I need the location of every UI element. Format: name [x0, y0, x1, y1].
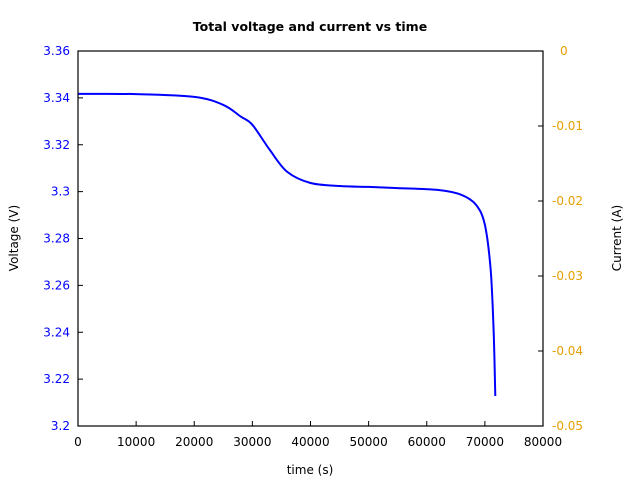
x-tick-label: 0: [74, 435, 82, 449]
x-axis-label: time (s): [287, 463, 334, 477]
axis-ticks: [77, 50, 544, 427]
x-tick-label: 10000: [117, 435, 155, 449]
x-tick-label: 70000: [466, 435, 504, 449]
y2-tick-label: -0.02: [552, 194, 583, 208]
x-tick-label: 50000: [350, 435, 388, 449]
y2-tick-label: -0.04: [552, 344, 583, 358]
y-tick-label: 3.3: [51, 185, 70, 199]
y-axis-label: Voltage (V): [7, 205, 21, 271]
voltage-series-line: [77, 92, 497, 397]
plot-frame: [77, 50, 544, 427]
y-tick-label: 3.24: [43, 325, 70, 339]
y-tick-label: 3.34: [43, 91, 70, 105]
y2-tick-label: -0.03: [552, 269, 583, 283]
x-tick-label: 60000: [408, 435, 446, 449]
x-tick-label: 20000: [175, 435, 213, 449]
y2-tick-label: -0.05: [552, 419, 583, 433]
y-tick-label: 3.32: [43, 138, 70, 152]
y-tick-label: 3.28: [43, 232, 70, 246]
y-tick-label: 3.2: [51, 419, 70, 433]
y-tick-label: 3.22: [43, 372, 70, 386]
x-tick-label: 80000: [524, 435, 562, 449]
y2-tick-label: -0.01: [552, 119, 583, 133]
y2-axis-label: Current (A): [610, 205, 624, 271]
y-tick-label: 3.36: [43, 44, 70, 58]
y-tick-label: 3.26: [43, 278, 70, 292]
y2-tick-label: 0: [560, 44, 568, 58]
x-tick-label: 40000: [291, 435, 329, 449]
x-tick-label: 30000: [233, 435, 271, 449]
chart-title: Total voltage and current vs time: [193, 19, 427, 34]
tick-labels: 0 10000 20000 30000 40000 50000 60000 70000 8000…: [43, 44, 583, 449]
